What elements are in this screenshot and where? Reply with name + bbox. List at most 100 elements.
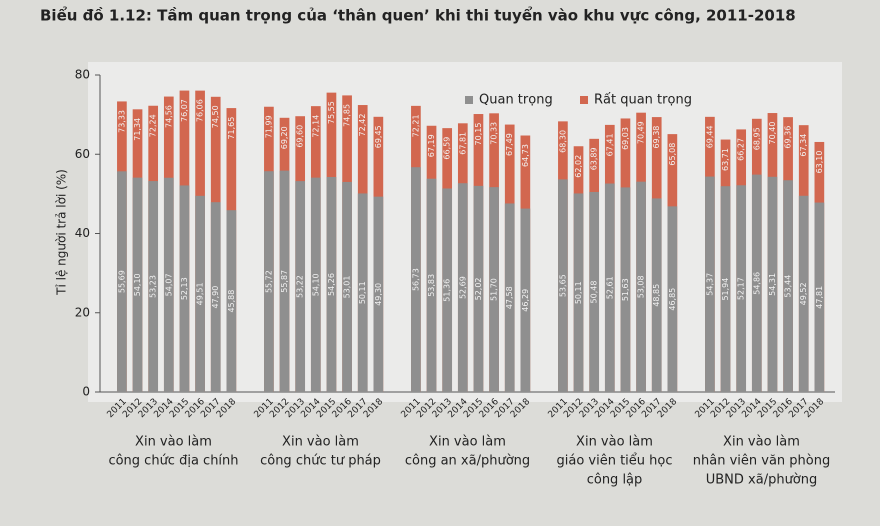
value-label: 52,69 — [458, 276, 467, 299]
value-label: 67,19 — [427, 134, 436, 157]
group-label: Xin vào làm — [282, 435, 359, 450]
value-label: 74,50 — [211, 105, 220, 128]
bar — [342, 181, 352, 392]
value-label: 67,41 — [605, 133, 614, 156]
value-label: 71,34 — [133, 118, 142, 141]
group-label: công an xã/phường — [405, 454, 530, 469]
value-label: 71,65 — [227, 117, 236, 140]
group-label: công chức địa chính — [108, 454, 238, 469]
value-label: 75,55 — [327, 101, 336, 124]
bar — [132, 177, 143, 392]
value-label: 52,17 — [737, 277, 746, 300]
value-label: 68,30 — [558, 130, 567, 153]
value-label: 73,33 — [117, 110, 126, 133]
bar — [814, 202, 825, 392]
value-label: 76,06 — [196, 99, 205, 122]
value-label: 67,81 — [458, 132, 467, 155]
bar — [489, 187, 499, 392]
group-label: giáo viên tiểu học — [556, 454, 672, 469]
y-tick-label: 0 — [82, 385, 90, 399]
value-label: 47,90 — [211, 286, 220, 309]
value-label: 52,02 — [474, 277, 483, 300]
y-tick-label: 60 — [75, 147, 90, 161]
bar — [720, 186, 731, 392]
bar — [473, 185, 484, 392]
value-label: 53,01 — [343, 276, 352, 299]
bar — [117, 171, 127, 392]
value-label: 69,44 — [705, 125, 714, 148]
bar — [373, 196, 384, 392]
value-label: 54,10 — [133, 273, 142, 296]
value-label: 72,14 — [311, 115, 320, 138]
value-label: 69,36 — [784, 126, 793, 149]
value-label: 45,88 — [227, 290, 236, 313]
legend-label: Rất quan trọng — [594, 93, 692, 108]
bar — [589, 191, 600, 392]
value-label: 70,15 — [474, 123, 483, 146]
value-label: 66,27 — [737, 138, 746, 161]
value-label: 53,23 — [149, 275, 158, 298]
value-label: 49,30 — [374, 283, 383, 306]
value-label: 51,63 — [621, 278, 630, 301]
value-label: 49,52 — [799, 282, 808, 305]
group-label: Xin vào làm — [723, 435, 800, 450]
bar — [620, 187, 631, 392]
bar — [736, 185, 747, 392]
bar — [163, 177, 174, 392]
value-label: 67,49 — [505, 133, 514, 156]
value-label: 50,48 — [590, 281, 599, 304]
value-label: 66,59 — [443, 137, 452, 160]
value-label: 67,34 — [799, 134, 808, 157]
value-label: 63,89 — [590, 147, 599, 170]
value-label: 53,08 — [637, 275, 646, 298]
bar — [195, 195, 205, 392]
value-label: 54,86 — [752, 272, 761, 295]
value-label: 69,45 — [374, 125, 383, 148]
value-label: 70,49 — [637, 121, 646, 144]
bar — [558, 179, 568, 392]
bar — [705, 176, 715, 392]
value-label: 54,31 — [768, 273, 777, 296]
value-label: 53,65 — [558, 274, 567, 297]
value-label: 69,60 — [296, 125, 305, 148]
y-tick-label: 20 — [75, 305, 90, 319]
value-label: 54,10 — [311, 273, 320, 296]
bar — [179, 185, 190, 392]
value-label: 55,87 — [280, 270, 289, 293]
y-tick-label: 40 — [75, 226, 90, 240]
group-label: công chức tư pháp — [260, 454, 381, 469]
bar — [411, 167, 421, 392]
value-label: 63,71 — [721, 148, 730, 171]
value-label: 69,38 — [652, 126, 661, 149]
bar — [148, 181, 159, 392]
bar — [651, 198, 662, 392]
value-label: 70,33 — [490, 122, 499, 145]
bar — [210, 202, 221, 392]
value-label: 71,99 — [264, 115, 273, 138]
legend-label: Quan trọng — [479, 93, 553, 108]
value-label: 74,85 — [343, 104, 352, 127]
value-label: 64,73 — [521, 144, 530, 167]
value-label: 55,72 — [264, 270, 273, 293]
legend-swatch — [580, 96, 588, 104]
value-label: 68,95 — [752, 127, 761, 150]
value-label: 52,61 — [605, 276, 614, 299]
value-label: 50,11 — [358, 281, 367, 304]
value-label: 53,22 — [296, 275, 305, 298]
group-label: nhân viên văn phòng — [693, 454, 830, 469]
value-label: 46,29 — [521, 289, 530, 312]
bar — [573, 193, 584, 392]
value-label: 47,58 — [505, 286, 514, 309]
bar — [667, 206, 678, 392]
value-label: 53,83 — [427, 274, 436, 297]
value-label: 69,03 — [621, 127, 630, 150]
value-label: 65,08 — [668, 143, 677, 166]
value-label: 48,85 — [652, 284, 661, 307]
bar — [264, 171, 274, 392]
value-label: 69,20 — [280, 126, 289, 149]
value-label: 47,81 — [815, 286, 824, 309]
bar — [798, 195, 809, 392]
legend-swatch — [465, 96, 473, 104]
group-label: UBND xã/phường — [706, 473, 818, 488]
bar — [457, 183, 468, 392]
